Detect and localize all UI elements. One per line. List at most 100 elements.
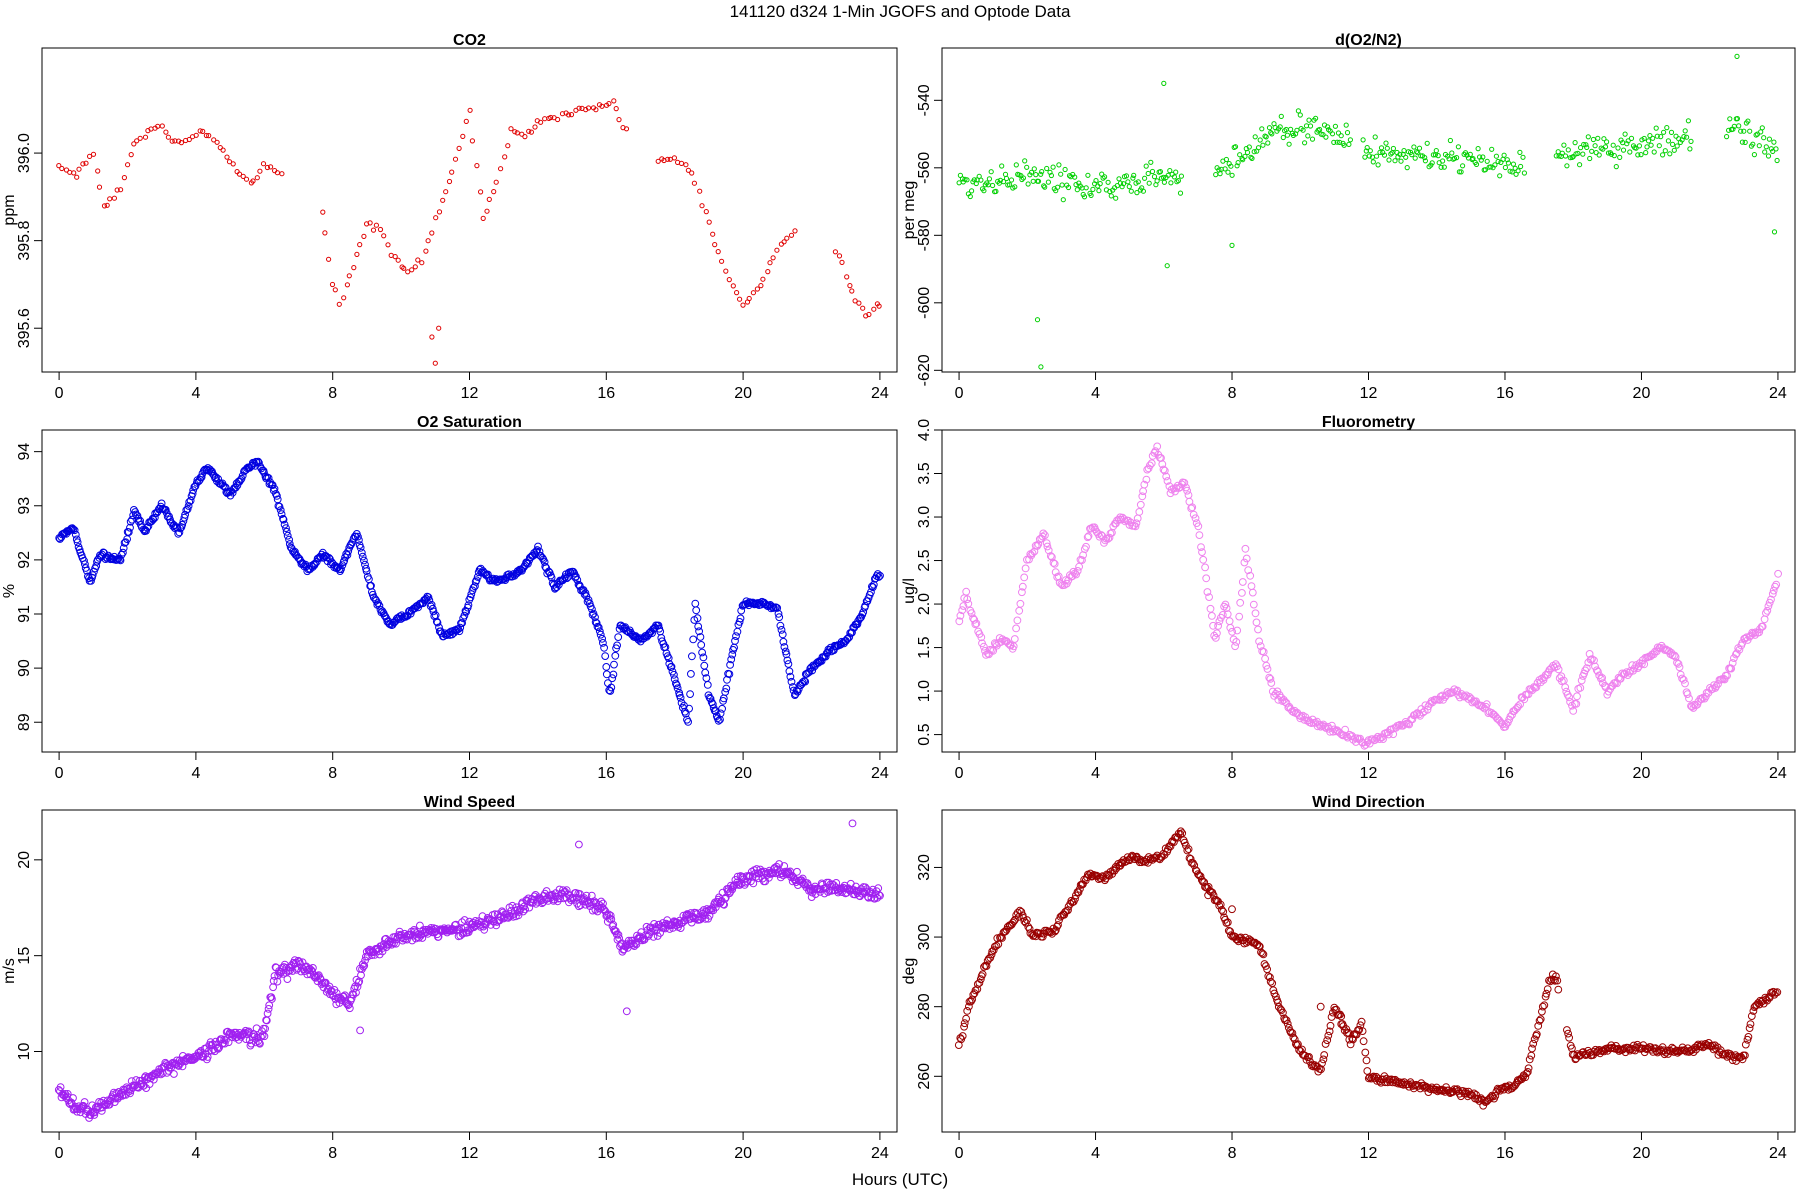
data-point [706,219,712,225]
data-point [341,295,347,301]
x-tick-label: 20 [734,765,752,782]
data-point [236,171,243,177]
data-point [1772,580,1781,589]
data-point [1422,155,1428,161]
data-point [279,515,288,524]
data-point [1588,655,1596,663]
data-point [1565,693,1573,702]
data-point [1240,558,1249,567]
data-point [165,512,173,521]
data-point [360,961,369,970]
data-point [1408,715,1417,724]
y-tick-label: 92 [16,551,33,569]
data-point [1626,667,1635,675]
data-point [236,476,245,484]
data-point [706,694,715,703]
data-point [535,547,544,556]
data-point [963,1007,972,1015]
data-point [614,633,623,641]
data-point [711,903,720,912]
data-point [1184,845,1193,853]
data-point [1009,642,1018,651]
data-point [1171,174,1178,180]
data-point [425,238,431,244]
data-point [526,128,532,134]
data-point [458,619,467,627]
data-point [71,170,77,176]
data-point [1143,465,1152,474]
data-point [197,128,203,134]
data-point [1697,695,1706,703]
data-point [423,248,429,254]
data-point [1491,1092,1500,1100]
data-point [1542,989,1551,998]
data-point [1587,155,1593,162]
y-tick-label: 395.8 [16,221,33,261]
data-point [466,593,475,602]
data-point [1268,979,1277,988]
data-point [142,134,149,140]
data-point [861,883,870,892]
data-point [801,677,810,686]
data-point [1764,602,1773,610]
data-points [56,98,882,366]
data-point [1317,1065,1325,1074]
data-point [874,573,883,581]
data-point [1488,164,1494,170]
data-point [1346,141,1352,147]
data-point [1553,153,1559,159]
data-point [1590,136,1597,143]
data-point [1238,578,1247,586]
panel-o2n2: d(O2/N2) 0 4 8 12 16 20 24 -620 -600 -580 -560 -540 p… [901,32,1796,402]
data-point [1683,690,1692,698]
data-point [981,188,987,194]
y-tick-label: 90 [16,659,33,677]
data-point [1113,195,1119,201]
data-point [1003,175,1010,182]
data-point [582,891,591,900]
data-point [80,161,86,167]
data-point [1265,140,1271,146]
x-tick-label: 12 [461,1145,479,1162]
data-point [1416,145,1423,151]
data-point [1575,150,1581,156]
data-point [68,524,77,533]
data-point [547,573,556,582]
data-point [1648,142,1654,148]
data-point [226,159,233,165]
data-point [1012,624,1020,633]
data-point [405,269,411,275]
data-point [480,925,489,934]
data-point [1329,131,1336,137]
data-point [1139,487,1147,496]
panel-title: Wind Direction [1312,794,1425,811]
data-point [1562,153,1569,159]
data-point [169,138,175,144]
data-point [1377,149,1383,155]
data-point [186,496,195,505]
data-point [1352,1030,1361,1039]
data-point [118,187,124,193]
data-point [456,145,462,151]
data-point [1108,193,1114,199]
data-point [303,966,312,975]
data-point [611,651,620,660]
data-point [723,268,729,274]
data-point [1074,187,1080,193]
x-tick-label: 0 [955,1145,964,1162]
data-point [502,154,508,160]
data-point [1045,179,1052,185]
data-point [1415,150,1421,156]
data-point [768,602,777,611]
data-point [649,933,658,941]
data-point [697,641,706,649]
data-point [1241,544,1250,553]
data-point [132,510,140,519]
data-point [1667,151,1673,157]
data-point [285,535,294,544]
data-point [1107,188,1113,195]
data-point [964,177,970,183]
data-point [1161,179,1168,185]
data-point [1358,1027,1367,1035]
data-point [1050,164,1056,170]
